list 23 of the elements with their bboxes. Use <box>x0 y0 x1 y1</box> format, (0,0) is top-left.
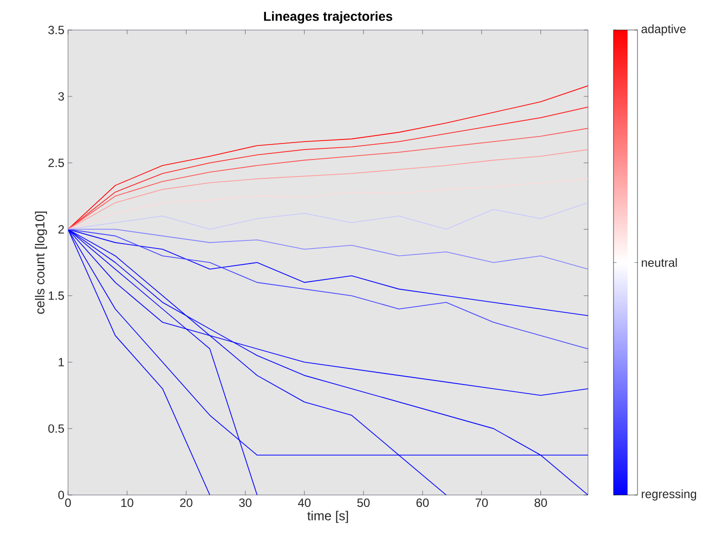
x-tick-label: 70 <box>476 498 488 507</box>
x-tick-label: 50 <box>357 498 370 507</box>
y-tick-label: 2 <box>58 225 64 234</box>
x-tick-label: 60 <box>416 498 429 507</box>
color-bar-label: regressing <box>642 489 696 501</box>
y-tick-label: 1.5 <box>48 292 64 300</box>
x-tick-label: 80 <box>534 498 547 507</box>
y-tick-label: 3.5 <box>48 26 64 34</box>
y-tick-label: 1 <box>58 358 64 366</box>
x-tick-label: 0 <box>65 498 71 507</box>
x-tick-label: 40 <box>298 498 311 507</box>
x-tick-label: 10 <box>121 498 134 507</box>
y-tick-label: 2.5 <box>48 158 64 168</box>
color-bar-label: neutral <box>642 258 677 267</box>
x-tick-label: 30 <box>239 498 252 507</box>
chart-title: Lineages trajectories <box>264 11 392 24</box>
y-tick-label: 3 <box>58 92 64 101</box>
color-bar-label: adaptive <box>642 24 686 36</box>
y-axis-title: cells count [log10] <box>34 212 48 314</box>
y-tick-label: 0.5 <box>48 424 64 433</box>
x-tick-label: 20 <box>180 498 192 507</box>
y-tick-label: 0 <box>58 490 64 500</box>
x-axis-title: time [s] <box>307 510 348 523</box>
